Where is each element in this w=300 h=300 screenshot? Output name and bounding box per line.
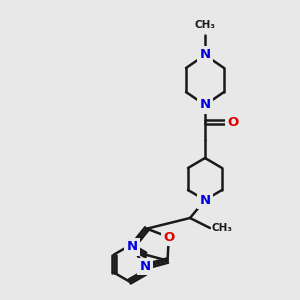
Text: CH₃: CH₃ <box>194 20 215 30</box>
Text: N: N <box>127 241 138 254</box>
Text: N: N <box>200 49 211 62</box>
Text: O: O <box>227 116 239 128</box>
Text: N: N <box>200 194 211 206</box>
Text: CH₃: CH₃ <box>212 223 233 233</box>
Text: O: O <box>163 231 174 244</box>
Text: N: N <box>139 260 150 273</box>
Text: N: N <box>200 98 211 112</box>
